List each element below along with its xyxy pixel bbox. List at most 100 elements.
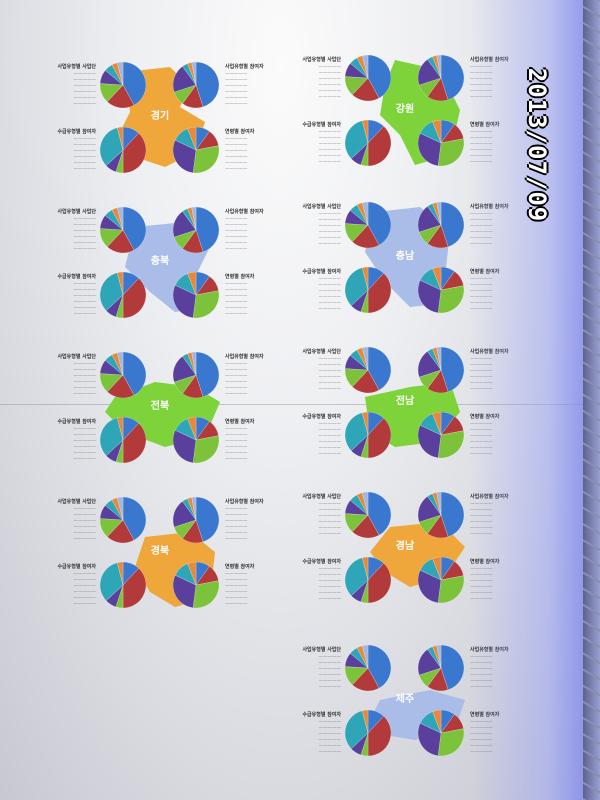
- pie-legend-row: —————: [318, 130, 342, 135]
- pie-legend-row: —————: [318, 357, 342, 362]
- pie-legend-row: —————: [225, 507, 248, 512]
- pie-legend-title: 사업유형별 사업단: [302, 494, 341, 500]
- fabric-seam: [0, 404, 585, 405]
- pie-chart-business-type-participants: [172, 351, 220, 399]
- pie-legend-row: —————: [73, 247, 97, 252]
- pie-slice: [417, 722, 442, 757]
- pie-chart-business-type-participants: [417, 54, 465, 102]
- pie-legend-row: —————: [318, 148, 342, 153]
- pie-slice: [362, 119, 369, 144]
- pie-legend-row: —————: [225, 84, 248, 89]
- pie-legend-row: —————: [73, 235, 97, 240]
- pie-chart-age-participants: [417, 411, 465, 459]
- pie-legend-row: —————: [225, 433, 248, 438]
- metal-truss: [583, 0, 600, 800]
- pie-legend-row: —————: [225, 380, 248, 385]
- pie-legend-row: —————: [225, 374, 248, 379]
- pie-legend-row: —————: [225, 247, 248, 252]
- pie-legend-row: —————: [73, 137, 97, 142]
- region-block: 제주 사업유형별 사업단 ————— ————— ————— ————— ————— ————…: [300, 635, 515, 765]
- pie-legend-row: —————: [225, 102, 248, 107]
- pie-legend-row: —————: [73, 368, 97, 373]
- pie-legend-row: —————: [225, 306, 248, 311]
- pie-legend-row: —————: [225, 90, 248, 95]
- pie-legend-row: —————: [73, 72, 97, 77]
- pie-slice: [122, 496, 147, 541]
- pie-slice: [367, 644, 392, 689]
- pie-legend-title: 사업유형별 사업단: [302, 349, 341, 355]
- pie-legend-row: —————: [225, 578, 248, 583]
- pie-slice: [367, 346, 392, 391]
- pie-legend-row: —————: [225, 457, 248, 462]
- pie-slice: [436, 54, 442, 79]
- pie-chart-business-type-orgs: [99, 61, 147, 109]
- pie-chart-age-participants: [172, 561, 220, 609]
- pie-chart-age-participants: [172, 271, 220, 319]
- pie-legend: 사업유형별 참여자——————————————————————————————: [225, 209, 264, 253]
- pie-legend-title: 수급유형별 참여자: [302, 712, 341, 718]
- pie-slice: [367, 417, 392, 459]
- pie-legend-row: —————: [318, 136, 342, 141]
- pie-legend-row: —————: [318, 434, 342, 439]
- pie-legend-row: —————: [225, 161, 248, 166]
- pie-legend-title: 수급유형별 참여자: [57, 419, 96, 425]
- pie-slice: [440, 644, 465, 691]
- region-name: 충북: [150, 256, 170, 267]
- pie-legend: 사업유형별 사업단 ————— ————— ————— ————— ————— —————: [302, 349, 341, 393]
- pie-legend-row: —————: [73, 282, 97, 287]
- pie-legend-row: —————: [318, 738, 342, 743]
- pie-chart-business-type-orgs: [344, 201, 392, 249]
- pie-legend-row: —————: [318, 720, 342, 725]
- pie-slice: [437, 285, 465, 314]
- pie-slice: [117, 271, 124, 296]
- pie-legend-row: —————: [318, 375, 342, 380]
- pie-slice: [432, 709, 442, 734]
- pie-legend-row: —————: [225, 137, 248, 142]
- pie-legend-row: —————: [73, 596, 97, 601]
- pie-chart-age-participants: [417, 266, 465, 314]
- pie-legend-row: —————: [225, 392, 248, 397]
- pie-slice: [191, 206, 197, 231]
- pie-legend-row: —————: [73, 155, 97, 160]
- pie-slice: [417, 132, 442, 167]
- pie-slice: [367, 125, 392, 167]
- pie-legend-title: 사업유형별 참여자: [225, 499, 264, 505]
- pie-legend-row: —————: [73, 572, 97, 577]
- pie-legend-row: —————: [225, 294, 248, 299]
- pie-legend-row: —————: [318, 655, 342, 660]
- pie-legend: 사업유형별 참여자——————————————————————————————: [225, 64, 264, 108]
- pie-slice: [367, 715, 392, 757]
- pie-legend-row: —————: [73, 374, 97, 379]
- pie-legend-row: —————: [73, 386, 97, 391]
- pie-chart-age-participants: [172, 416, 220, 464]
- pie-legend-row: —————: [318, 744, 342, 749]
- region-name: 제주: [395, 694, 415, 705]
- region-name: 전남: [395, 396, 415, 407]
- pie-slice: [362, 266, 369, 291]
- pie-legend: 사업유형별 사업단 ————— ————— ————— ————— ————— —————: [302, 204, 341, 248]
- pie-slice: [117, 561, 124, 586]
- pie-legend-row: —————: [225, 519, 248, 524]
- pie-legend-row: —————: [318, 289, 342, 294]
- pie-legend-row: —————: [73, 590, 97, 595]
- pie-legend-row: —————: [225, 427, 248, 432]
- pie-slice: [195, 61, 220, 108]
- pie-legend-row: —————: [318, 446, 342, 451]
- pie-slice: [367, 491, 392, 536]
- pie-legend: 수급유형별 참여자 ————— ————— ————— ————— ————— —————: [302, 269, 341, 313]
- pie-legend-title: 연령별 참여자: [225, 129, 255, 135]
- pie-legend-title: 수급유형별 참여자: [57, 129, 96, 135]
- pie-slice: [192, 435, 220, 464]
- pie-legend-row: —————: [318, 579, 342, 584]
- pie-legend-row: —————: [73, 380, 97, 385]
- pie-legend-row: —————: [73, 433, 97, 438]
- pie-legend-row: —————: [73, 427, 97, 432]
- pie-legend-row: —————: [73, 229, 97, 234]
- pie-legend: 사업유형별 사업단 ————— ————— ————— ————— ————— —————: [57, 499, 96, 543]
- pie-slice: [187, 126, 197, 151]
- pie-legend-row: —————: [318, 95, 342, 100]
- pie-legend-title: 사업유형별 참여자: [225, 354, 264, 360]
- pie-legend: 사업유형별 참여자——————————————————————————————: [225, 499, 264, 543]
- pie-legend-row: —————: [73, 84, 97, 89]
- pie-legend-row: —————: [73, 578, 97, 583]
